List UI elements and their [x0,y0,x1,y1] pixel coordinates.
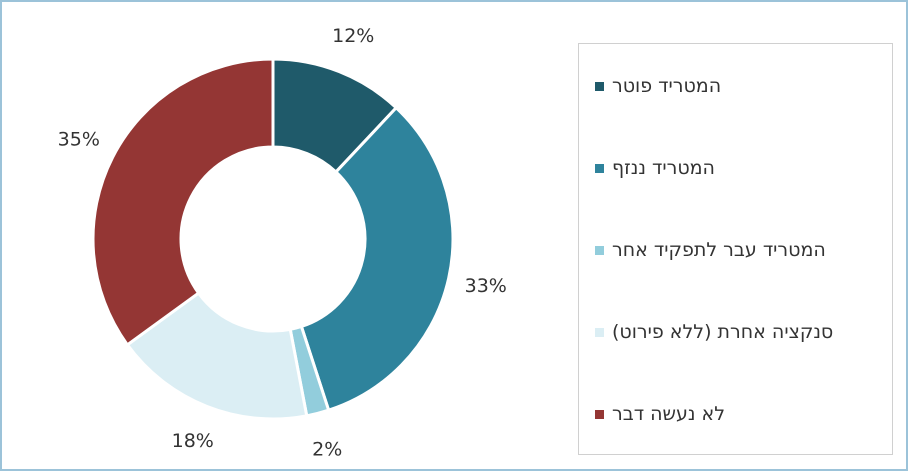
legend-item: המטריד ננזף [595,156,715,180]
legend: המטריד פוטר המטריד ננזף המטריד עבר לתפקיד … [578,43,893,455]
data-label: 33% [465,275,507,297]
legend-swatch [595,163,604,173]
legend-swatch [595,409,604,419]
legend-label: המטריד פוטר [612,75,722,97]
legend-label: המטריד עבר לתפקיד אחר [612,239,826,261]
legend-item: המטריד פוטר [595,74,721,98]
data-label: 18% [172,430,214,452]
data-label: 2% [312,439,342,461]
legend-item: המטריד עבר לתפקיד אחר [595,238,826,262]
legend-label: המטריד ננזף [612,157,715,179]
donut-segment [299,105,455,413]
donut-segment [91,57,275,347]
legend-label: סנקציה אחרת (ללא פירוט) [612,321,834,343]
data-label: 12% [332,25,374,47]
legend-swatch [595,327,604,337]
legend-swatch [595,81,604,91]
legend-label: לא נעשה דבר [612,403,726,425]
legend-item: סנקציה אחרת (ללא פירוט) [595,320,833,344]
legend-swatch [595,245,604,255]
donut-segment [125,290,309,421]
data-label: 35% [58,129,100,151]
legend-item: לא נעשה דבר [595,402,725,426]
